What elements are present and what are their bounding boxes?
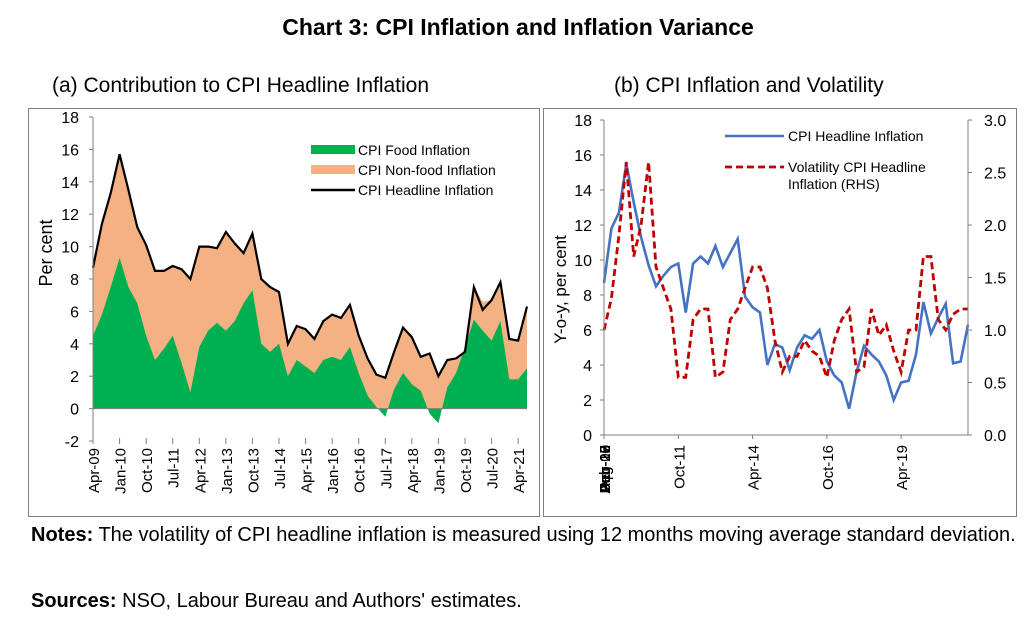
notes-label: Notes: [31,524,94,546]
legend-label: CPI Food Inflation [358,142,470,158]
x-tick-label: Jul-11 [166,448,183,488]
y-tick-label: 8 [70,272,79,289]
x-tick-label: Aug-12 [597,445,614,493]
x-tick-label: Oct-11 [671,445,688,489]
headline-line [91,154,529,380]
sources-text: NSO, Labour Bureau and Authors' estimate… [122,590,522,612]
x-tick-label: Jul-14 [272,448,289,489]
x-tick-label: Oct-10 [139,448,156,493]
notes-block: Notes: The volatility of CPI headline in… [31,520,1021,551]
y-tick-label: 0 [583,428,592,445]
x-tick-label: Oct-16 [352,448,369,493]
y-tick-label: 4 [70,337,79,354]
legend-swatch [311,145,355,154]
x-tick-label: Apr-12 [192,448,209,493]
legend-label: Volatility CPI Headline [788,159,926,175]
legend-label: CPI Headline Inflation [358,182,493,198]
y-tick-label: 14 [61,175,79,192]
x-tick-label: Dec-15 [597,445,614,493]
y-tick-label: 10 [574,253,592,270]
y-tick-label: 2 [70,369,79,386]
x-tick-label: Apr-18 [405,448,422,493]
notes-text: The volatility of CPI headline inflation… [98,524,1016,546]
x-tick-label: Apr-09 [86,448,103,493]
x-tick-label: Jun-13 [597,445,614,491]
chart-main-title: Chart 3: CPI Inflation and Inflation Var… [282,14,754,40]
volatility-line [602,161,968,383]
y-tick-label: 6 [583,323,592,340]
y2-tick-label: 1.0 [984,323,1006,340]
x-tick-label: Oct-13 [245,448,262,493]
x-tick-label: Jun-18 [597,445,614,491]
y2-tick-label: 1.5 [984,271,1006,288]
food-area [93,257,527,424]
y-tick-label: 18 [574,113,592,130]
x-tick-label: Jan-19 [431,448,448,494]
x-tick-label: Oct-19 [458,448,475,493]
x-tick-label: Jul-17 [378,448,395,489]
panel-a-title: (a) Contribution to CPI Headline Inflati… [52,74,430,97]
x-tick-label: Aug-17 [597,445,614,493]
y2-tick-label: 3.0 [984,113,1006,130]
y-tick-label: 16 [61,142,79,159]
x-tick-label: Jan-16 [325,448,342,494]
legend-label: CPI Non-food Inflation [358,162,496,178]
y-tick-label: 4 [583,358,592,375]
y-tick-label: 6 [70,304,79,321]
y-tick-label: 10 [61,240,79,257]
y-tick-label: -2 [65,434,79,451]
y2-tick-label: 2.5 [984,166,1006,183]
sources-block: Sources: NSO, Labour Bureau and Authors'… [31,590,522,613]
x-tick-label: Apr-09 [597,445,614,490]
x-tick-label: Dec-10 [597,445,614,493]
x-tick-label: Apr-15 [299,448,316,493]
x-tick-label: Apr-19 [894,445,911,490]
y2-tick-label: 2.0 [984,218,1006,235]
legend-swatch [311,165,355,174]
y2-tick-label: 0.0 [984,428,1006,445]
x-tick-label: Jan-10 [113,448,130,494]
y-tick-label: 0 [70,402,79,419]
y-tick-label: 8 [583,288,592,305]
x-tick-label: Dec-20 [597,445,614,493]
y-tick-label: 2 [583,393,592,410]
x-tick-label: Apr-14 [746,445,763,490]
x-tick-label: Feb-15 [597,445,614,493]
x-tick-label: Jan-13 [219,448,236,494]
legend-label: Inflation (RHS) [788,176,880,192]
y2-tick-label: 0.5 [984,376,1006,393]
panel-b-title: (b) CPI Inflation and Volatility [614,74,884,97]
legend-label: CPI Headline Inflation [788,128,923,144]
x-tick-label: Feb-20 [597,445,614,493]
y-tick-label: 16 [574,148,592,165]
y-axis-title: Per cent [36,219,56,286]
y-axis-title: Y-o-y, per cent [551,235,570,344]
x-tick-label: Jul-20 [485,448,502,489]
sources-label: Sources: [31,590,117,612]
y-tick-label: 12 [574,218,592,235]
x-tick-label: Apr-21 [511,448,528,493]
y-tick-label: 14 [574,183,592,200]
cpi-headline-line [602,163,970,410]
y-tick-label: 12 [61,207,79,224]
x-tick-label: Oct-16 [820,445,837,490]
y-tick-label: 18 [61,110,79,127]
x-tick-label: Feb-10 [597,445,614,493]
